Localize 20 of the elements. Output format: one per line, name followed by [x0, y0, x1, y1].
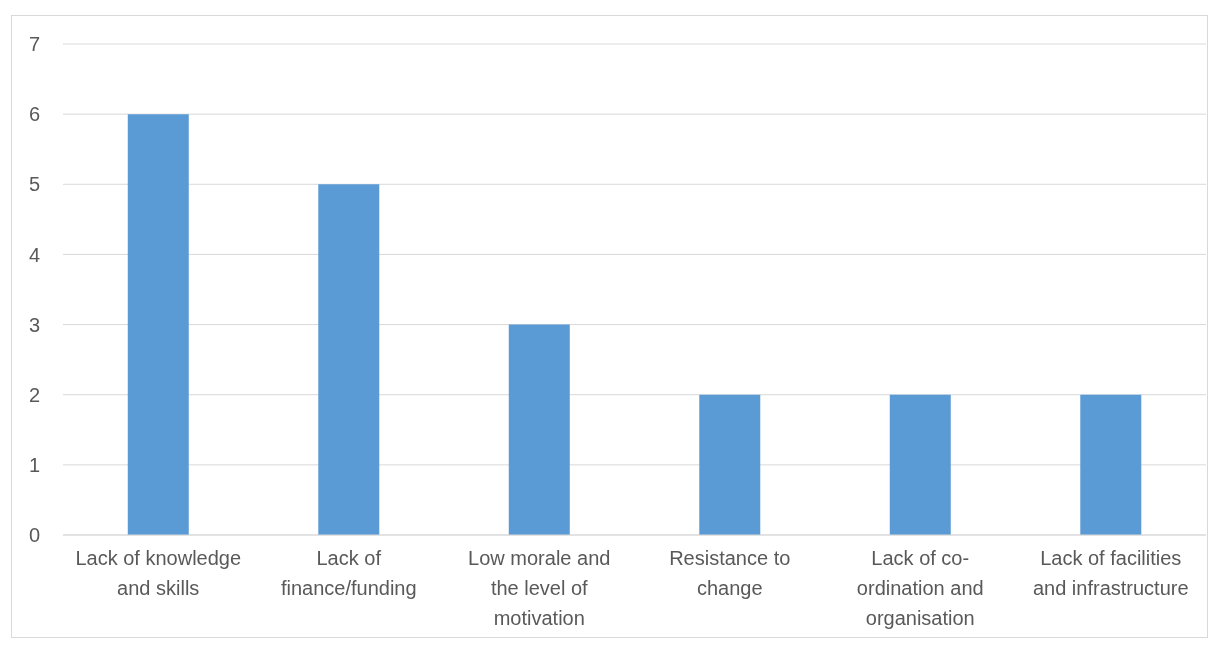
x-tick-label: Low morale and the level of motivation [468, 547, 611, 629]
y-tick-label: 7 [28, 33, 40, 56]
bar [508, 324, 570, 535]
x-tick-label: Lack of finance/funding [280, 547, 417, 599]
x-tick-label: Lack of co-ordination and organisation [856, 547, 984, 629]
bar [889, 394, 951, 535]
y-tick-label: 1 [28, 453, 40, 476]
y-tick-label: 6 [28, 103, 40, 126]
x-tick-label: Lack of knowledge and skills [75, 547, 242, 599]
bar [318, 184, 380, 535]
bar [1080, 394, 1142, 535]
y-tick-label: 5 [28, 173, 40, 196]
y-tick-label: 2 [28, 383, 40, 406]
x-tick-label: Lack of facilities and infrastructure [1032, 547, 1189, 599]
y-tick-label: 3 [28, 313, 40, 336]
y-tick-label: 4 [28, 243, 40, 266]
x-tick-label: Resistance to change [669, 547, 791, 599]
bar [699, 394, 761, 535]
y-tick-label: 0 [28, 524, 40, 547]
bar [127, 114, 189, 535]
